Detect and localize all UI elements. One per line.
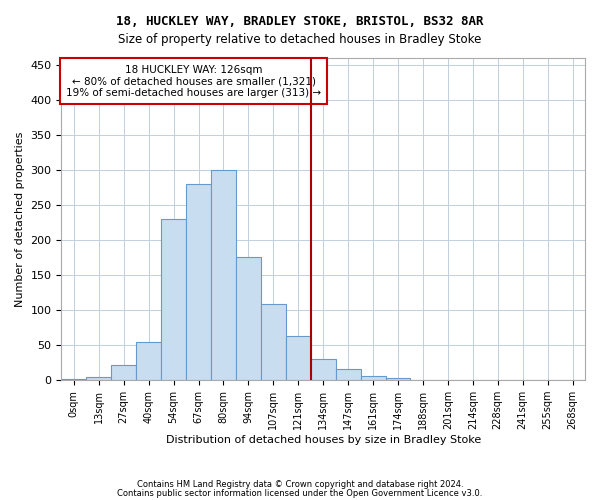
Bar	[261, 304, 286, 380]
Bar	[111, 365, 136, 380]
Text: 18, HUCKLEY WAY, BRADLEY STOKE, BRISTOL, BS32 8AR: 18, HUCKLEY WAY, BRADLEY STOKE, BRISTOL,…	[116, 15, 484, 28]
Text: Size of property relative to detached houses in Bradley Stoke: Size of property relative to detached ho…	[118, 32, 482, 46]
Bar	[211, 170, 236, 380]
Bar	[61, 379, 86, 380]
Bar	[136, 342, 161, 380]
Bar	[161, 219, 186, 380]
Bar	[236, 258, 261, 380]
X-axis label: Distribution of detached houses by size in Bradley Stoke: Distribution of detached houses by size …	[166, 435, 481, 445]
Bar	[386, 378, 410, 380]
Bar	[335, 369, 361, 380]
Bar	[186, 184, 211, 380]
Text: Contains public sector information licensed under the Open Government Licence v3: Contains public sector information licen…	[118, 488, 482, 498]
Text: Contains HM Land Registry data © Crown copyright and database right 2024.: Contains HM Land Registry data © Crown c…	[137, 480, 463, 489]
Text: 18 HUCKLEY WAY: 126sqm
← 80% of detached houses are smaller (1,321)
19% of semi-: 18 HUCKLEY WAY: 126sqm ← 80% of detached…	[66, 64, 321, 98]
Y-axis label: Number of detached properties: Number of detached properties	[15, 131, 25, 306]
Bar	[286, 336, 311, 380]
Bar	[311, 359, 335, 380]
Bar	[361, 376, 386, 380]
Bar	[86, 376, 111, 380]
